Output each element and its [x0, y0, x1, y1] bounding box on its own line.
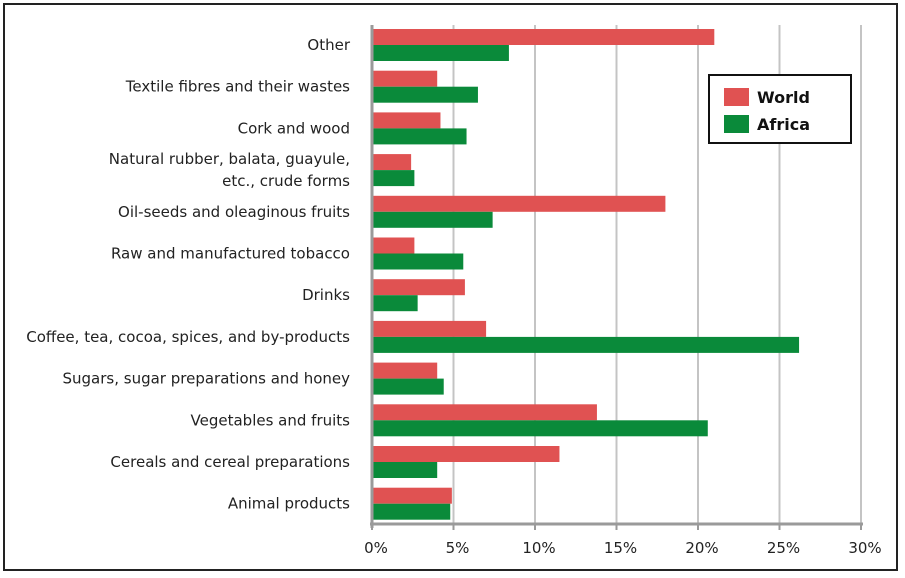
legend-label-africa: Africa [757, 115, 810, 134]
x-tick-label: 0% [364, 539, 388, 557]
bar-world [372, 112, 441, 129]
bar-world [372, 154, 412, 171]
bar-africa [372, 253, 464, 270]
bar-africa [372, 128, 467, 145]
x-tick-label: 30% [848, 539, 881, 557]
bar-world [372, 195, 666, 212]
category-label: Textile fibres and their wastes [125, 78, 350, 96]
bar-africa [372, 86, 478, 103]
category-label: Cereals and cereal preparations [110, 453, 350, 471]
category-label: Other [307, 36, 350, 54]
bar-world [372, 29, 715, 45]
bar-africa [372, 336, 800, 353]
category-label: Animal products [228, 495, 350, 513]
x-tick-label: 15% [604, 539, 637, 557]
bar-africa [372, 170, 415, 187]
category-label: etc., crude forms [222, 172, 350, 190]
x-tick-label: 20% [685, 539, 718, 557]
category-label: Sugars, sugar preparations and honey [63, 370, 351, 388]
bar-africa [372, 45, 509, 61]
bar-world [372, 362, 438, 379]
bar-world [372, 446, 560, 462]
bar-world [372, 404, 597, 421]
bar-africa [372, 211, 493, 228]
bar-world [372, 487, 452, 504]
category-label: Drinks [302, 286, 350, 304]
bar-world [372, 237, 415, 254]
bar-world [372, 70, 438, 87]
legend-swatch-africa [724, 115, 749, 133]
x-tick-label: 10% [522, 539, 555, 557]
category-label: Coffee, tea, cocoa, spices, and by-produ… [26, 328, 350, 346]
bar-africa [372, 503, 451, 520]
bar-chart: Other Textile fibres and their wastes Cork… [26, 25, 882, 557]
legend-label-world: World [757, 88, 810, 107]
legend-swatch-world [724, 88, 749, 106]
category-label: Cork and wood [238, 119, 350, 137]
category-label: Vegetables and fruits [191, 411, 351, 429]
bar-africa [372, 420, 708, 437]
category-label: Natural rubber, balata, guayule, [109, 150, 350, 168]
x-tick-label: 5% [446, 539, 470, 557]
x-tick-label: 25% [767, 539, 800, 557]
category-label: Oil-seeds and oleaginous fruits [118, 203, 350, 221]
bar-africa [372, 378, 444, 395]
bar-world [372, 279, 465, 296]
category-label: Raw and manufactured tobacco [111, 245, 350, 263]
bar-africa [372, 462, 438, 478]
chart-frame: Other Textile fibres and their wastes Cork… [3, 3, 898, 571]
bar-world [372, 320, 487, 337]
bar-africa [372, 295, 418, 312]
